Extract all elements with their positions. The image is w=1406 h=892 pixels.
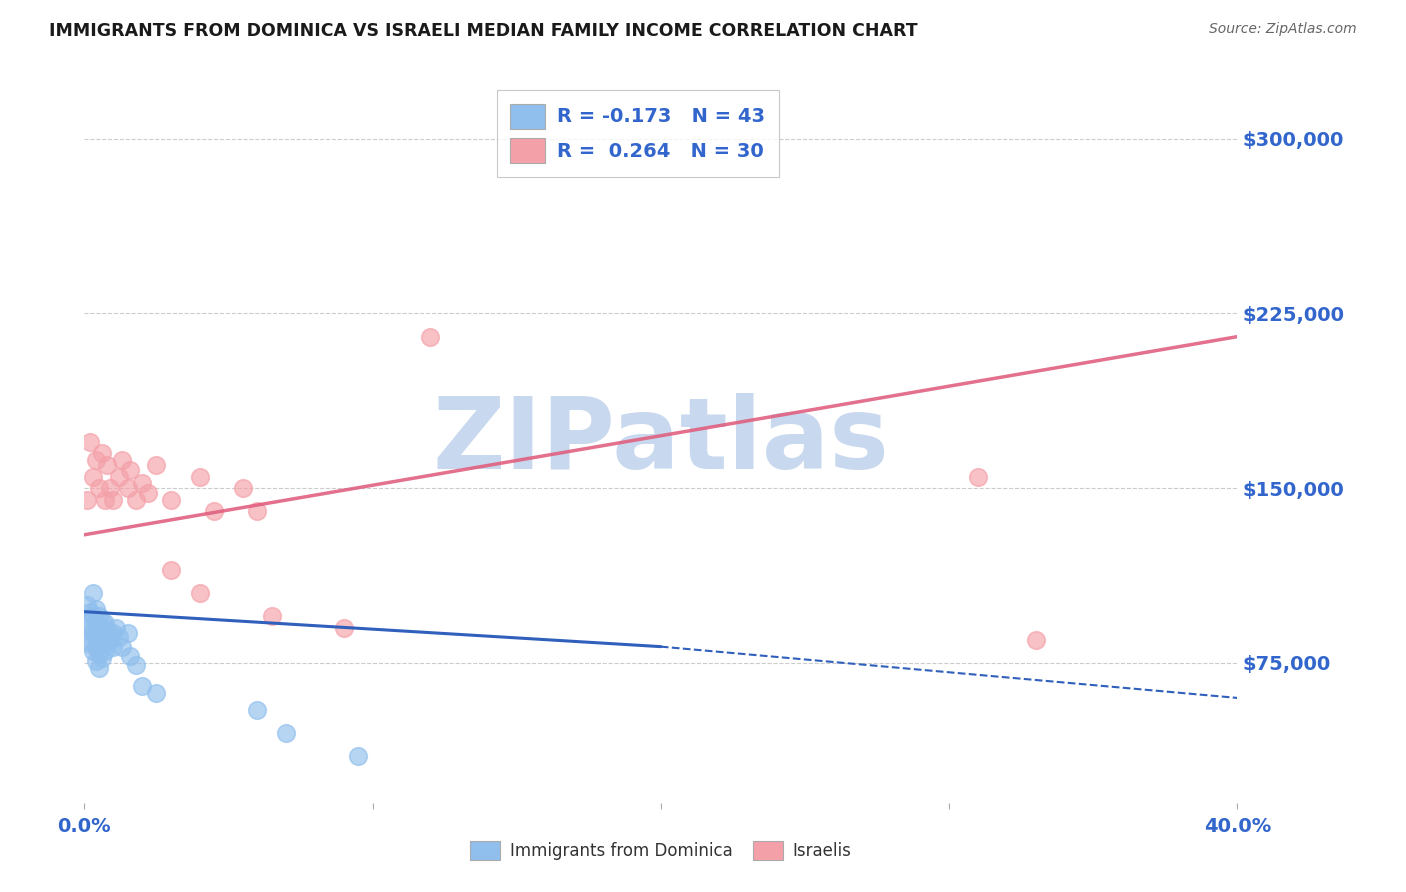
Point: [87, 660, 110, 674]
Point: [93, 492, 115, 507]
Point: [967, 469, 990, 483]
Point: [117, 481, 139, 495]
Point: [111, 453, 134, 467]
Point: [98, 481, 121, 495]
Point: [87, 621, 110, 635]
Point: [276, 726, 298, 740]
Point: [117, 625, 139, 640]
Text: Source: ZipAtlas.com: Source: ZipAtlas.com: [1209, 22, 1357, 37]
Point: [96, 624, 118, 638]
Point: [120, 648, 142, 663]
Point: [76, 492, 98, 507]
Point: [79, 637, 101, 651]
Point: [160, 492, 183, 507]
Point: [188, 586, 211, 600]
Point: [98, 632, 121, 647]
Point: [111, 640, 134, 654]
Point: [90, 625, 112, 640]
Point: [79, 434, 101, 449]
Point: [188, 469, 211, 483]
Point: [82, 609, 104, 624]
Point: [260, 609, 283, 624]
Point: [76, 598, 98, 612]
Point: [131, 476, 153, 491]
Point: [131, 679, 153, 693]
Point: [246, 702, 269, 716]
Point: [90, 446, 112, 460]
Point: [82, 644, 104, 658]
Point: [419, 329, 441, 343]
Point: [103, 492, 124, 507]
Point: [84, 616, 107, 631]
Point: [103, 640, 124, 654]
Point: [145, 686, 167, 700]
Point: [108, 630, 131, 644]
Point: [84, 453, 107, 467]
Point: [160, 563, 183, 577]
Point: [82, 625, 104, 640]
Point: [90, 651, 112, 665]
Point: [145, 458, 167, 472]
Point: [90, 637, 112, 651]
Point: [87, 609, 110, 624]
Point: [93, 644, 115, 658]
Point: [84, 602, 107, 616]
Point: [82, 469, 104, 483]
Point: [87, 632, 110, 647]
Point: [103, 625, 124, 640]
Point: [87, 647, 110, 661]
Point: [105, 621, 128, 635]
Point: [136, 485, 159, 500]
Point: [93, 616, 115, 631]
Point: [84, 640, 107, 654]
Point: [82, 586, 104, 600]
Point: [202, 504, 225, 518]
Point: [93, 630, 115, 644]
Point: [125, 492, 148, 507]
Legend: Immigrants from Dominica, Israelis: Immigrants from Dominica, Israelis: [464, 834, 858, 867]
Point: [76, 632, 98, 647]
Point: [232, 481, 254, 495]
Point: [87, 481, 110, 495]
Point: [246, 504, 269, 518]
Point: [108, 469, 131, 483]
Point: [96, 458, 118, 472]
Point: [84, 654, 107, 668]
Point: [76, 616, 98, 631]
Point: [120, 462, 142, 476]
Point: [347, 749, 370, 764]
Point: [125, 658, 148, 673]
Text: IMMIGRANTS FROM DOMINICA VS ISRAELI MEDIAN FAMILY INCOME CORRELATION CHART: IMMIGRANTS FROM DOMINICA VS ISRAELI MEDI…: [49, 22, 918, 40]
Point: [84, 628, 107, 642]
Point: [79, 621, 101, 635]
Point: [333, 621, 356, 635]
Point: [1025, 632, 1047, 647]
Point: [96, 637, 118, 651]
Point: [90, 614, 112, 628]
Point: [79, 605, 101, 619]
Text: ZIPatlas: ZIPatlas: [433, 393, 889, 490]
